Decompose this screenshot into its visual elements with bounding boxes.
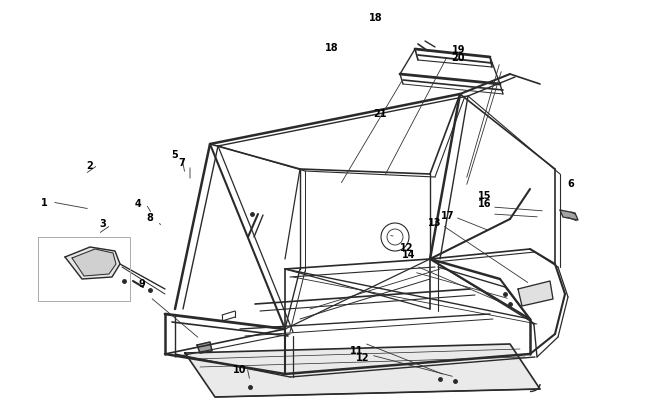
Text: 12: 12 bbox=[400, 243, 413, 253]
Text: 5: 5 bbox=[171, 150, 177, 160]
Polygon shape bbox=[65, 247, 120, 279]
Text: 17: 17 bbox=[441, 211, 454, 220]
Text: 10: 10 bbox=[233, 364, 246, 374]
Text: 13: 13 bbox=[428, 218, 441, 228]
Text: 14: 14 bbox=[402, 249, 415, 259]
Text: 12: 12 bbox=[356, 352, 369, 362]
Text: 11: 11 bbox=[350, 345, 363, 355]
Text: 1: 1 bbox=[41, 198, 47, 207]
Text: 8: 8 bbox=[146, 213, 153, 223]
Text: 16: 16 bbox=[478, 198, 491, 208]
Text: 6: 6 bbox=[567, 178, 574, 188]
Polygon shape bbox=[518, 281, 553, 306]
Text: 2: 2 bbox=[86, 161, 93, 171]
Text: 3: 3 bbox=[99, 219, 106, 228]
Text: 4: 4 bbox=[135, 198, 142, 208]
Polygon shape bbox=[72, 249, 116, 276]
Text: 7: 7 bbox=[179, 158, 185, 168]
Text: 21: 21 bbox=[374, 109, 387, 119]
Text: 19: 19 bbox=[452, 45, 465, 54]
Polygon shape bbox=[185, 344, 540, 397]
Text: 18: 18 bbox=[325, 43, 338, 53]
Text: 15: 15 bbox=[478, 190, 491, 200]
Text: 9: 9 bbox=[138, 279, 145, 288]
Polygon shape bbox=[197, 342, 212, 353]
Text: 20: 20 bbox=[452, 53, 465, 62]
Text: 18: 18 bbox=[369, 13, 382, 23]
Polygon shape bbox=[560, 211, 578, 220]
